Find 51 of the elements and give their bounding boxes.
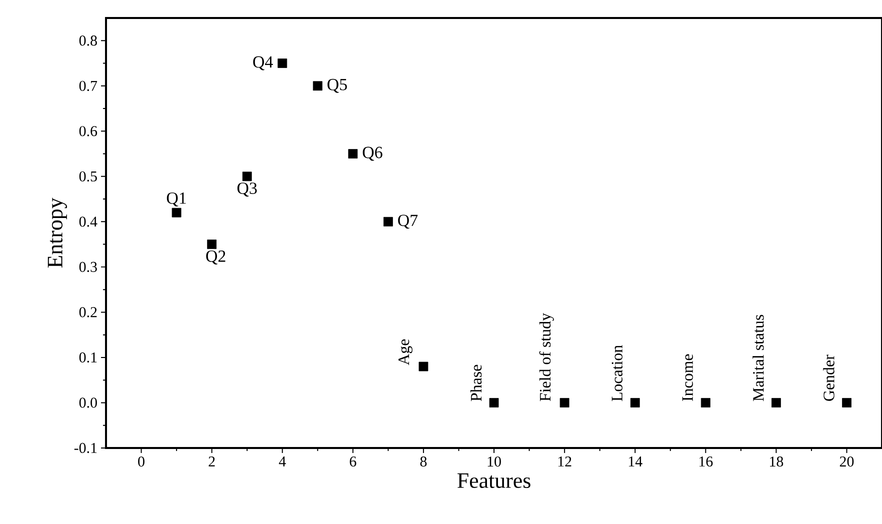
y-tick-label: 0.5 — [79, 171, 97, 182]
annotation: Marital status — [752, 314, 764, 402]
annotation: Gender — [823, 354, 834, 401]
y-tick-label: 0.3 — [79, 262, 97, 272]
point — [312, 81, 322, 91]
annotation: Q6 — [362, 146, 382, 161]
x-tick-label: 4 — [278, 456, 286, 466]
annotation: Q5 — [328, 78, 347, 93]
annotation: Q4 — [253, 56, 273, 70]
x-tick-label: 0 — [138, 456, 144, 467]
x-tick-label: 16 — [699, 456, 713, 467]
point — [771, 398, 781, 408]
point — [348, 149, 358, 158]
y-tick-label: 0.6 — [79, 126, 98, 136]
x-tick-label: 8 — [420, 456, 427, 467]
x-tick-label: 18 — [770, 456, 784, 467]
x-tick-label: 2 — [208, 456, 215, 466]
annotation: Field of study — [539, 313, 554, 402]
y-tick-label: 0.8 — [79, 36, 97, 46]
y-tick-label: -0.1 — [74, 442, 97, 454]
x-tick-label: 12 — [558, 456, 572, 466]
x-tick-label: 14 — [628, 456, 642, 466]
annotation: Income — [682, 354, 693, 401]
annotation: Q1 — [166, 192, 186, 206]
point — [630, 398, 640, 408]
annotation: Q2 — [206, 250, 226, 264]
point — [278, 58, 288, 68]
point — [242, 172, 252, 182]
y-tick-label: 0.7 — [79, 80, 98, 91]
annotation: Q7 — [398, 214, 418, 229]
annotation: Location — [612, 345, 622, 402]
point — [418, 362, 428, 372]
annotation: Q3 — [237, 182, 257, 197]
point — [700, 398, 710, 408]
y-tick-label: 0.0 — [79, 398, 97, 408]
point — [383, 216, 393, 226]
point — [489, 398, 499, 408]
y-axis-title: Entropy — [48, 198, 67, 268]
y-tick-label: 0.4 — [79, 216, 98, 227]
x-tick-label: 20 — [840, 456, 854, 467]
annotation: Age — [398, 339, 412, 366]
x-tick-label: 10 — [488, 456, 501, 467]
x-axis-title: Features — [458, 473, 530, 488]
y-tick-label: 0.1 — [79, 352, 97, 363]
point — [172, 208, 182, 218]
point — [842, 398, 852, 408]
y-tick-label: 0.2 — [79, 307, 97, 318]
point — [560, 398, 570, 408]
x-tick-label: 6 — [350, 456, 356, 467]
point — [207, 240, 217, 250]
annotation: Phase — [470, 364, 482, 402]
